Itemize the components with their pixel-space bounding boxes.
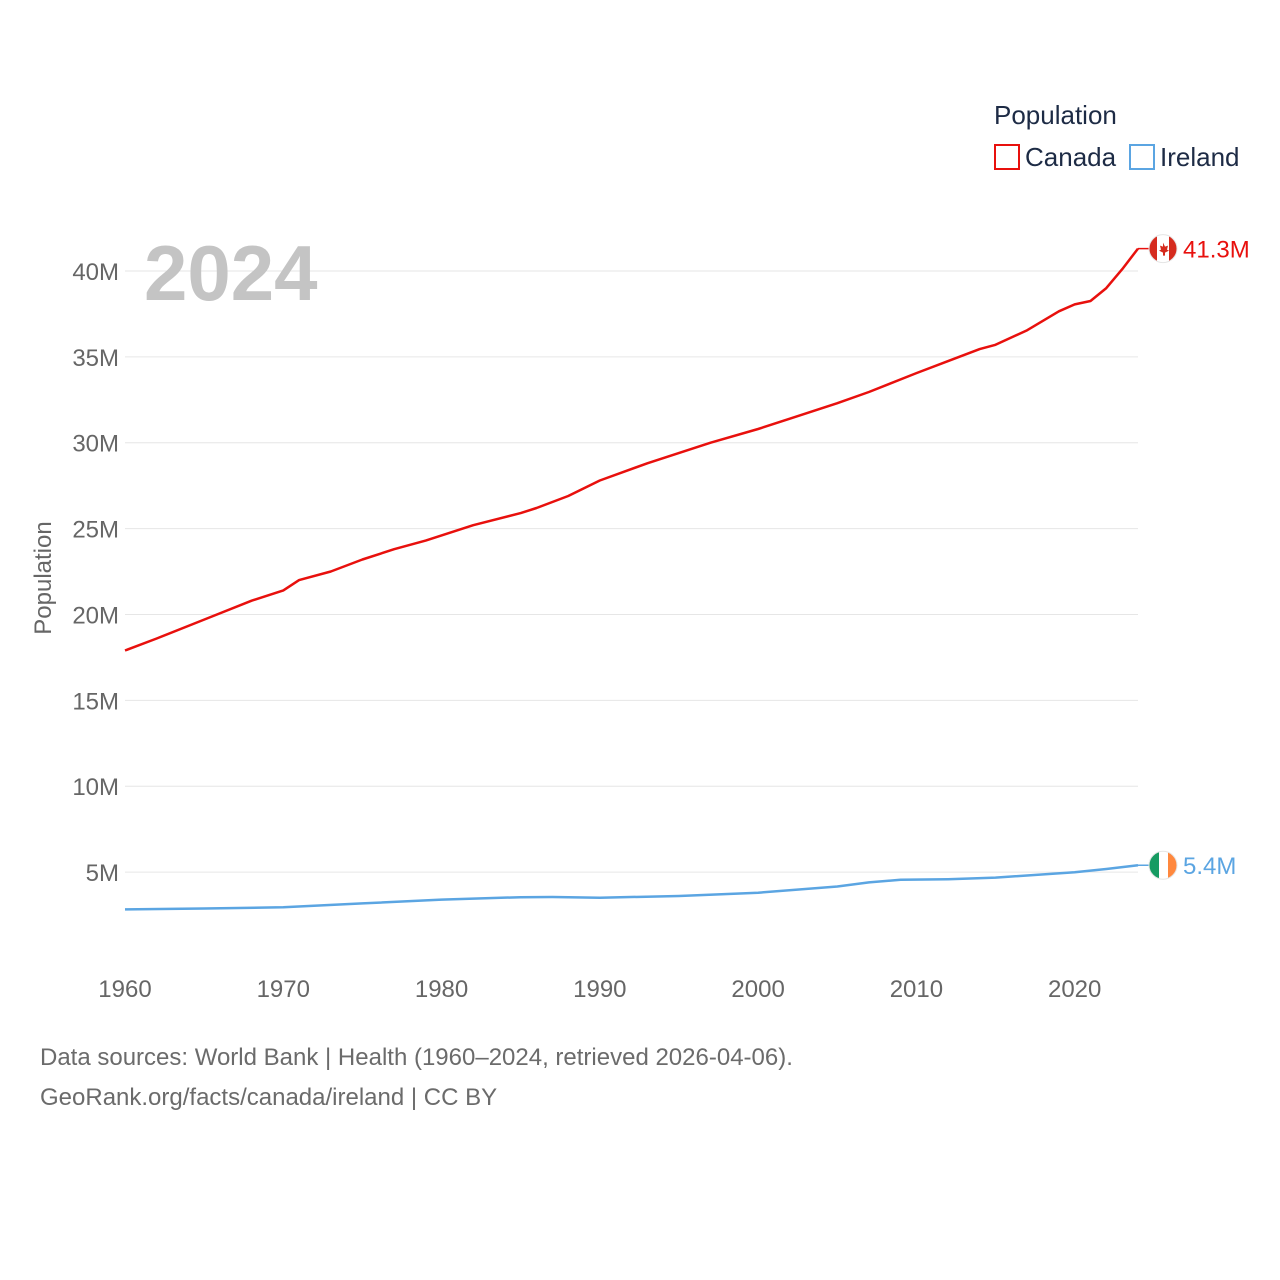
x-tick-label: 1990 [573, 976, 626, 1003]
x-tick-label: 1980 [415, 976, 468, 1003]
footer-link[interactable]: GeoRank.org/facts/canada/ireland | CC BY [40, 1084, 498, 1111]
footer-sources: Data sources: World Bank | Health (1960–… [40, 1044, 793, 1071]
y-tick-label: 30M [72, 431, 119, 458]
series-layer: 41.3M 5.4M [124, 234, 1250, 911]
grid-layer [125, 270, 1138, 873]
ireland-flag-icon [1148, 850, 1178, 880]
canada-flag-icon [1148, 234, 1178, 264]
series-line-ireland[interactable] [124, 863, 1139, 911]
x-tick-label: 2020 [1048, 976, 1101, 1003]
series-line-canada[interactable] [124, 247, 1139, 652]
y-axis-ticks: 5M 10M 15M 20M 25M 30M 35M 40M [72, 259, 119, 887]
x-tick-label: 1970 [257, 976, 310, 1003]
legend: Population Canada Ireland [994, 100, 1240, 172]
legend-swatch-ireland [1129, 144, 1155, 170]
x-axis-ticks: 1960 1970 1980 1990 2000 2010 2020 [98, 976, 1101, 1003]
y-tick-label: 10M [72, 774, 119, 801]
legend-swatch-canada [994, 144, 1020, 170]
y-tick-label: 25M [72, 517, 119, 544]
y-tick-label: 15M [72, 688, 119, 715]
legend-item-canada[interactable]: Canada [994, 142, 1117, 172]
x-tick-label: 2010 [890, 976, 943, 1003]
end-value-label-canada: 41.3M [1183, 237, 1250, 264]
legend-label-canada: Canada [1025, 142, 1117, 172]
y-tick-label: 40M [72, 259, 119, 286]
end-value-label-ireland: 5.4M [1183, 853, 1236, 880]
x-tick-label: 1960 [98, 976, 151, 1003]
y-tick-label: 5M [86, 860, 119, 887]
x-tick-label: 2000 [731, 976, 784, 1003]
legend-label-ireland: Ireland [1160, 142, 1240, 172]
y-axis-title: Population [30, 521, 57, 634]
y-tick-label: 35M [72, 345, 119, 372]
legend-item-ireland[interactable]: Ireland [1129, 142, 1240, 172]
y-tick-label: 20M [72, 602, 119, 629]
legend-title: Population [994, 100, 1117, 130]
current-year-label: 2024 [144, 229, 318, 317]
